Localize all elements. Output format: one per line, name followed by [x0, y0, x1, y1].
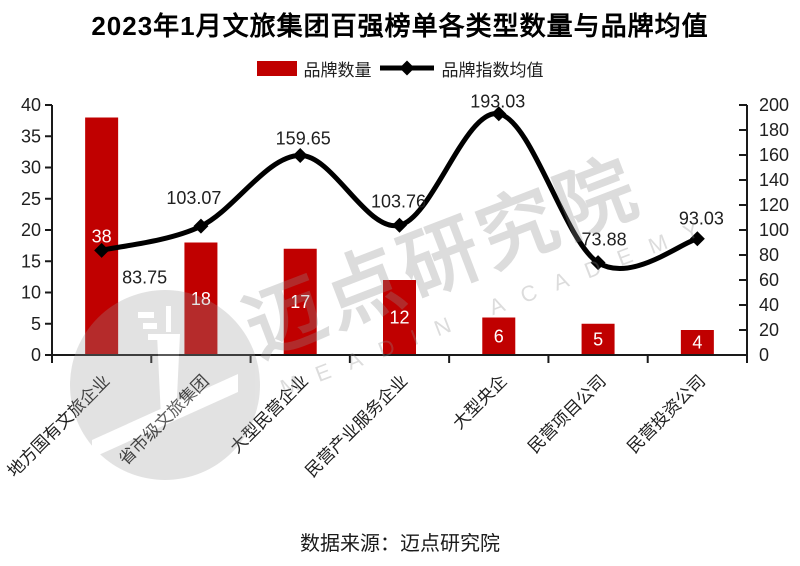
right-axis-tick-label: 40 — [759, 295, 779, 315]
x-axis-label: 民营投资公司 — [624, 371, 710, 457]
bar-value-label: 18 — [191, 289, 211, 309]
line-value-label: 159.65 — [276, 128, 331, 148]
left-axis-tick-label: 30 — [21, 158, 41, 178]
page-title: 2023年1月文旅集团百强榜单各类型数量与品牌均值 — [91, 11, 709, 41]
right-axis-tick-label: 140 — [759, 170, 789, 190]
bar-value-label: 12 — [389, 308, 409, 328]
bar-value-label: 4 — [692, 333, 702, 353]
diamond-marker — [590, 255, 606, 271]
bar — [283, 248, 317, 355]
x-axis-label: 大型央企 — [449, 371, 511, 433]
line-value-label: 73.88 — [582, 230, 627, 250]
line-series-marker-icon — [379, 60, 434, 76]
diamond-marker — [392, 217, 407, 233]
line-value-label: 103.07 — [166, 188, 221, 208]
diamond-marker — [689, 231, 705, 247]
line-value-label: 193.03 — [470, 92, 525, 112]
line-value-label: 103.76 — [371, 191, 426, 211]
right-axis-tick-label: 0 — [759, 345, 769, 365]
x-axis-label: 大型民营企业 — [226, 371, 312, 457]
right-axis-tick-label: 80 — [759, 245, 779, 265]
data-source: 数据来源：迈点研究院 — [300, 533, 500, 555]
diamond-marker — [491, 106, 507, 122]
right-axis-tick-label: 120 — [759, 195, 789, 215]
bar — [85, 117, 119, 355]
left-axis-tick-label: 10 — [21, 283, 41, 303]
bar — [383, 280, 416, 355]
diamond-marker — [292, 147, 308, 163]
x-axis-labels: 地方国有文旅企业 省市级文旅集团 大型民营企业民营产业服务企业 大型央企 民营项目公司民… — [4, 371, 709, 481]
bar — [581, 323, 615, 355]
right-axis-tick-label: 60 — [759, 270, 779, 290]
left-axis-tick-label: 25 — [21, 189, 41, 209]
x-axis-label: 民营产业服务企业 — [302, 371, 412, 481]
x-axis-label: 民营项目公司 — [524, 371, 610, 457]
left-axis-tick-label: 35 — [21, 126, 41, 146]
bar — [184, 242, 218, 355]
left-axis-tick-label: 20 — [21, 220, 41, 240]
x-axis-label: 省市级文旅集团 — [115, 371, 213, 469]
bar — [680, 330, 714, 355]
bar-value-label: 17 — [290, 292, 310, 312]
bar-series: 38 18 17 12 6 5 4 — [85, 117, 714, 355]
right-axis-tick-label: 20 — [759, 320, 779, 340]
diamond-marker — [94, 242, 110, 258]
line-value-label: 83.75 — [122, 267, 167, 287]
line-series-label: 品牌指数均值 — [441, 60, 544, 80]
bar-value-label: 38 — [92, 226, 112, 246]
line-value-label: 93.03 — [679, 209, 724, 229]
chart-legend: 品牌数量 品牌指数均值 — [0, 57, 800, 80]
right-axis-tick-label: 200 — [759, 95, 789, 115]
x-axis-label: 地方国有文旅企业 — [4, 371, 114, 481]
right-axis-tick-label: 100 — [759, 220, 789, 240]
diamond-marker — [193, 218, 209, 234]
left-axis-tick-label: 0 — [31, 345, 41, 365]
axes: 0 5 10 15 20 25 30 35 40 0 20 40 60 80 100 120 140 160 180… — [21, 95, 789, 365]
bar-value-label: 6 — [494, 326, 504, 346]
left-axis-tick-label: 15 — [21, 251, 41, 271]
line-series: 83.75 103.07 159.65 103.76 193.03 73.88 93.03 — [94, 92, 724, 287]
line-path — [99, 111, 700, 271]
bar — [482, 317, 516, 355]
bar-series-label: 品牌数量 — [303, 60, 372, 80]
bar-value-label: 5 — [593, 329, 603, 349]
left-axis-tick-label: 40 — [21, 95, 41, 115]
right-axis-tick-label: 160 — [759, 145, 789, 165]
bar-series-swatch-icon — [256, 60, 297, 76]
left-axis-tick-label: 5 — [31, 314, 41, 334]
right-axis-tick-label: 180 — [759, 120, 789, 140]
